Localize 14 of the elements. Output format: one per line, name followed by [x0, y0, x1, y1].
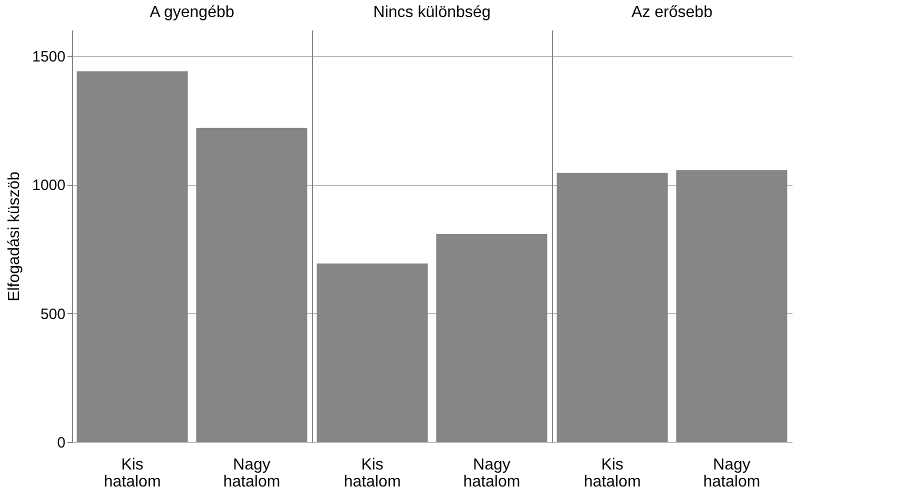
x-tick-label: Kis hatalom [344, 456, 401, 490]
y-axis-title: Elfogadási küszöb [6, 171, 24, 302]
y-tick-label: 0 [57, 434, 66, 452]
y-tick-label: 1500 [32, 48, 66, 66]
x-tick-label: Nagy hatalom [463, 456, 520, 490]
x-tick-label: Nagy hatalom [223, 456, 280, 490]
x-tick-label: Kis hatalom [104, 456, 161, 490]
chart-title: Az erősebb [632, 4, 713, 21]
y-tick-label: 500 [40, 306, 66, 323]
x-tick-label: Nagy hatalom [703, 456, 760, 490]
x-tick-label: Kis hatalom [584, 456, 641, 490]
chart-title: A gyengébb [150, 4, 234, 21]
y-tick-label: 1000 [32, 177, 66, 194]
chart-title: Nincs különbség [373, 4, 491, 21]
